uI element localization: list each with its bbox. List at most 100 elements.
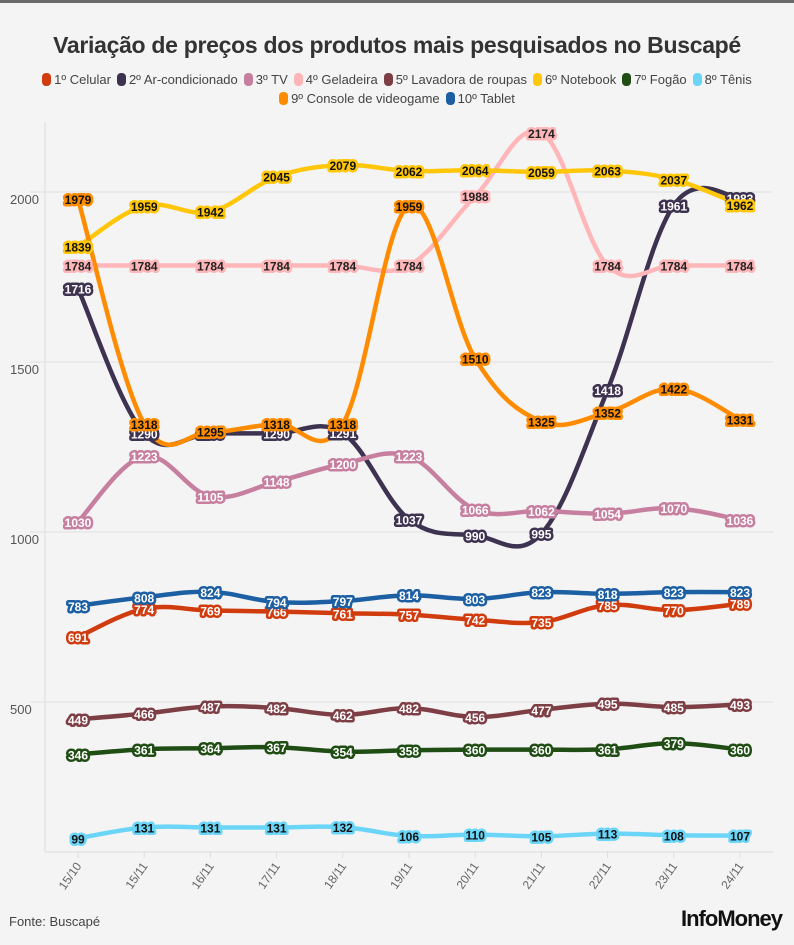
data-label: 1295 (197, 426, 224, 440)
data-label: 110 (466, 829, 486, 843)
data-label-halo: 1784 (396, 259, 423, 273)
legend-label: 8º Tênis (704, 72, 752, 87)
data-label: 2062 (396, 165, 423, 179)
data-label-halo: 2059 (528, 166, 555, 180)
series-line (75, 162, 743, 249)
legend-label: 9º Console de videogame (291, 91, 440, 106)
data-label-halo: 2064 (462, 164, 489, 178)
data-label-halo: 1290 (131, 427, 158, 441)
data-label-halo: 358 (399, 744, 419, 758)
legend-item: 10º Tablet (445, 89, 515, 108)
data-label: 1784 (329, 259, 356, 273)
data-label: 735 (531, 616, 551, 630)
data-label: 1962 (727, 199, 754, 213)
data-label: 766 (267, 606, 287, 620)
x-tick-label: 17/11 (255, 859, 283, 891)
data-label-halo: 2079 (329, 159, 356, 173)
data-label-halo: 1290 (197, 427, 224, 441)
data-label: 823 (664, 586, 684, 600)
y-tick-label: 2000 (10, 192, 39, 207)
data-label-halo: 132 (333, 821, 353, 835)
x-tick-label: 24/11 (718, 859, 746, 891)
data-label: 131 (200, 821, 220, 835)
data-label: 1422 (660, 383, 687, 397)
data-label: 1331 (727, 413, 754, 427)
data-label: 2174 (528, 127, 555, 141)
data-label: 814 (399, 589, 419, 603)
data-label: 1318 (131, 418, 158, 432)
legend-swatch (692, 73, 702, 86)
data-label: 1223 (396, 450, 423, 464)
data-label: 2037 (660, 173, 687, 187)
data-label: 1352 (594, 406, 621, 420)
legend-label: 3º TV (255, 72, 288, 87)
data-label-halo: 1418 (594, 384, 621, 398)
legend-item: 4º Geladeira (293, 70, 378, 89)
data-label-halo: 2045 (263, 171, 290, 185)
data-label-halo: 354 (333, 746, 353, 760)
data-label-halo: 808 (134, 591, 154, 605)
data-label: 789 (730, 598, 750, 612)
data-label: 783 (68, 600, 88, 614)
data-label-halo: 1983 (727, 192, 754, 206)
data-label-halo: 803 (465, 593, 485, 607)
data-label: 108 (664, 829, 684, 843)
data-label-halo: 360 (465, 744, 485, 758)
data-label: 1066 (462, 504, 489, 518)
data-label: 360 (465, 744, 485, 758)
data-label: 131 (267, 821, 287, 835)
series-line (75, 128, 743, 279)
data-label-halo: 477 (531, 704, 551, 718)
data-label: 1291 (329, 427, 356, 441)
data-label: 1979 (65, 193, 92, 207)
data-label-halo: 794 (267, 596, 287, 610)
data-label-halo: 823 (664, 586, 684, 600)
data-label-halo: 131 (267, 821, 287, 835)
data-label-halo: 1784 (660, 259, 687, 273)
data-label: 1418 (594, 384, 621, 398)
data-label-halo: 789 (730, 598, 750, 612)
data-label: 995 (531, 528, 551, 542)
data-label-halo: 1784 (263, 259, 290, 273)
data-label: 360 (531, 744, 551, 758)
data-label: 823 (730, 586, 750, 600)
legend-item: 1º Celular (42, 70, 111, 89)
legend-item: 8º Tênis (692, 70, 752, 89)
data-label: 495 (598, 698, 618, 712)
data-label: 1290 (263, 427, 290, 441)
legend-label: 5º Lavadora de roupas (395, 72, 527, 87)
x-tick-label: 21/11 (520, 859, 548, 891)
data-label-halo: 1054 (594, 508, 621, 522)
data-label: 358 (399, 744, 419, 758)
data-label-halo: 2062 (396, 165, 423, 179)
data-label: 106 (399, 830, 419, 844)
data-label-halo: 1037 (396, 513, 423, 527)
data-label: 105 (531, 830, 551, 844)
legend-item: 9º Console de videogame (279, 89, 440, 108)
data-label: 1784 (197, 259, 224, 273)
legend-item: 6º Notebook (532, 70, 616, 89)
data-label-halo: 766 (267, 606, 287, 620)
data-label: 477 (531, 704, 551, 718)
data-label-halo: 761 (333, 607, 353, 621)
data-label: 2079 (329, 159, 356, 173)
data-label-halo: 1062 (528, 505, 555, 519)
data-label-halo: 2063 (594, 165, 621, 179)
data-label-halo: 774 (134, 603, 154, 617)
data-label-halo: 1716 (65, 283, 92, 297)
data-label-halo: 449 (68, 713, 88, 727)
x-tick-label: 15/11 (122, 859, 150, 891)
data-label-halo: 1036 (727, 514, 754, 528)
data-label-halo: 1942 (197, 206, 224, 220)
data-label: 1942 (197, 206, 224, 220)
series-line (75, 824, 743, 841)
data-label: 1054 (594, 508, 621, 522)
data-label-halo: 1295 (197, 426, 224, 440)
data-label-halo: 360 (730, 744, 750, 758)
data-label: 757 (399, 609, 419, 623)
data-label: 482 (267, 702, 287, 716)
data-label: 1716 (65, 283, 92, 297)
data-label-halo: 2037 (660, 173, 687, 187)
data-label-halo: 106 (399, 830, 419, 844)
data-label-halo: 1066 (462, 504, 489, 518)
